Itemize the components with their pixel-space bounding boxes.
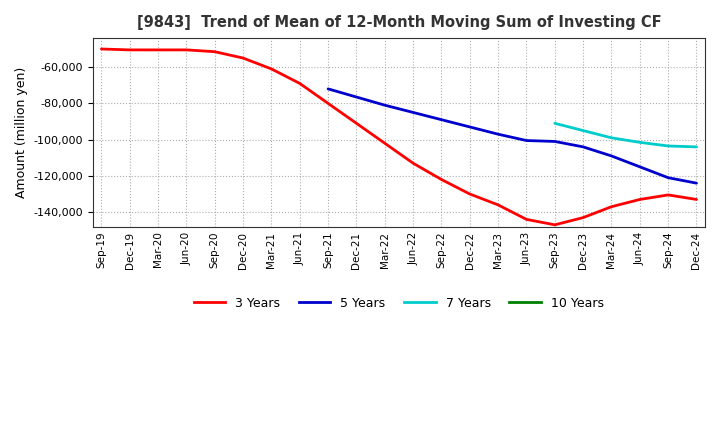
- 3 Years: [154, 47, 163, 52]
- 3 Years: [664, 192, 672, 198]
- 5 Years: [636, 164, 644, 169]
- 5 Years: [437, 117, 446, 122]
- 3 Years: [295, 81, 304, 86]
- 3 Years: [494, 202, 503, 208]
- 7 Years: [664, 143, 672, 149]
- 5 Years: [692, 180, 701, 186]
- 5 Years: [494, 132, 503, 137]
- 5 Years: [324, 86, 333, 92]
- 5 Years: [352, 95, 361, 100]
- 5 Years: [409, 110, 418, 115]
- 5 Years: [664, 175, 672, 180]
- 3 Years: [437, 177, 446, 182]
- 3 Years: [182, 47, 191, 52]
- 3 Years: [239, 55, 248, 61]
- 3 Years: [551, 222, 559, 227]
- 5 Years: [380, 103, 389, 108]
- 7 Years: [579, 128, 588, 133]
- 3 Years: [607, 204, 616, 209]
- 3 Years: [636, 197, 644, 202]
- Y-axis label: Amount (million yen): Amount (million yen): [15, 67, 28, 198]
- Legend: 3 Years, 5 Years, 7 Years, 10 Years: 3 Years, 5 Years, 7 Years, 10 Years: [189, 292, 608, 315]
- 5 Years: [551, 139, 559, 144]
- 7 Years: [551, 121, 559, 126]
- 5 Years: [607, 153, 616, 158]
- 3 Years: [409, 161, 418, 166]
- 5 Years: [465, 125, 474, 130]
- 3 Years: [97, 46, 106, 51]
- 3 Years: [210, 49, 219, 55]
- 3 Years: [267, 66, 276, 72]
- Line: 5 Years: 5 Years: [328, 89, 696, 183]
- 3 Years: [125, 47, 134, 52]
- Line: 7 Years: 7 Years: [555, 123, 696, 147]
- Line: 3 Years: 3 Years: [102, 49, 696, 225]
- 3 Years: [692, 197, 701, 202]
- 7 Years: [636, 140, 644, 145]
- 5 Years: [522, 138, 531, 143]
- 3 Years: [380, 141, 389, 146]
- 3 Years: [579, 215, 588, 220]
- 3 Years: [522, 217, 531, 222]
- 3 Years: [324, 101, 333, 106]
- 7 Years: [692, 144, 701, 150]
- 3 Years: [465, 191, 474, 197]
- Title: [9843]  Trend of Mean of 12-Month Moving Sum of Investing CF: [9843] Trend of Mean of 12-Month Moving …: [137, 15, 661, 30]
- 7 Years: [607, 135, 616, 140]
- 3 Years: [352, 121, 361, 126]
- 5 Years: [579, 144, 588, 150]
